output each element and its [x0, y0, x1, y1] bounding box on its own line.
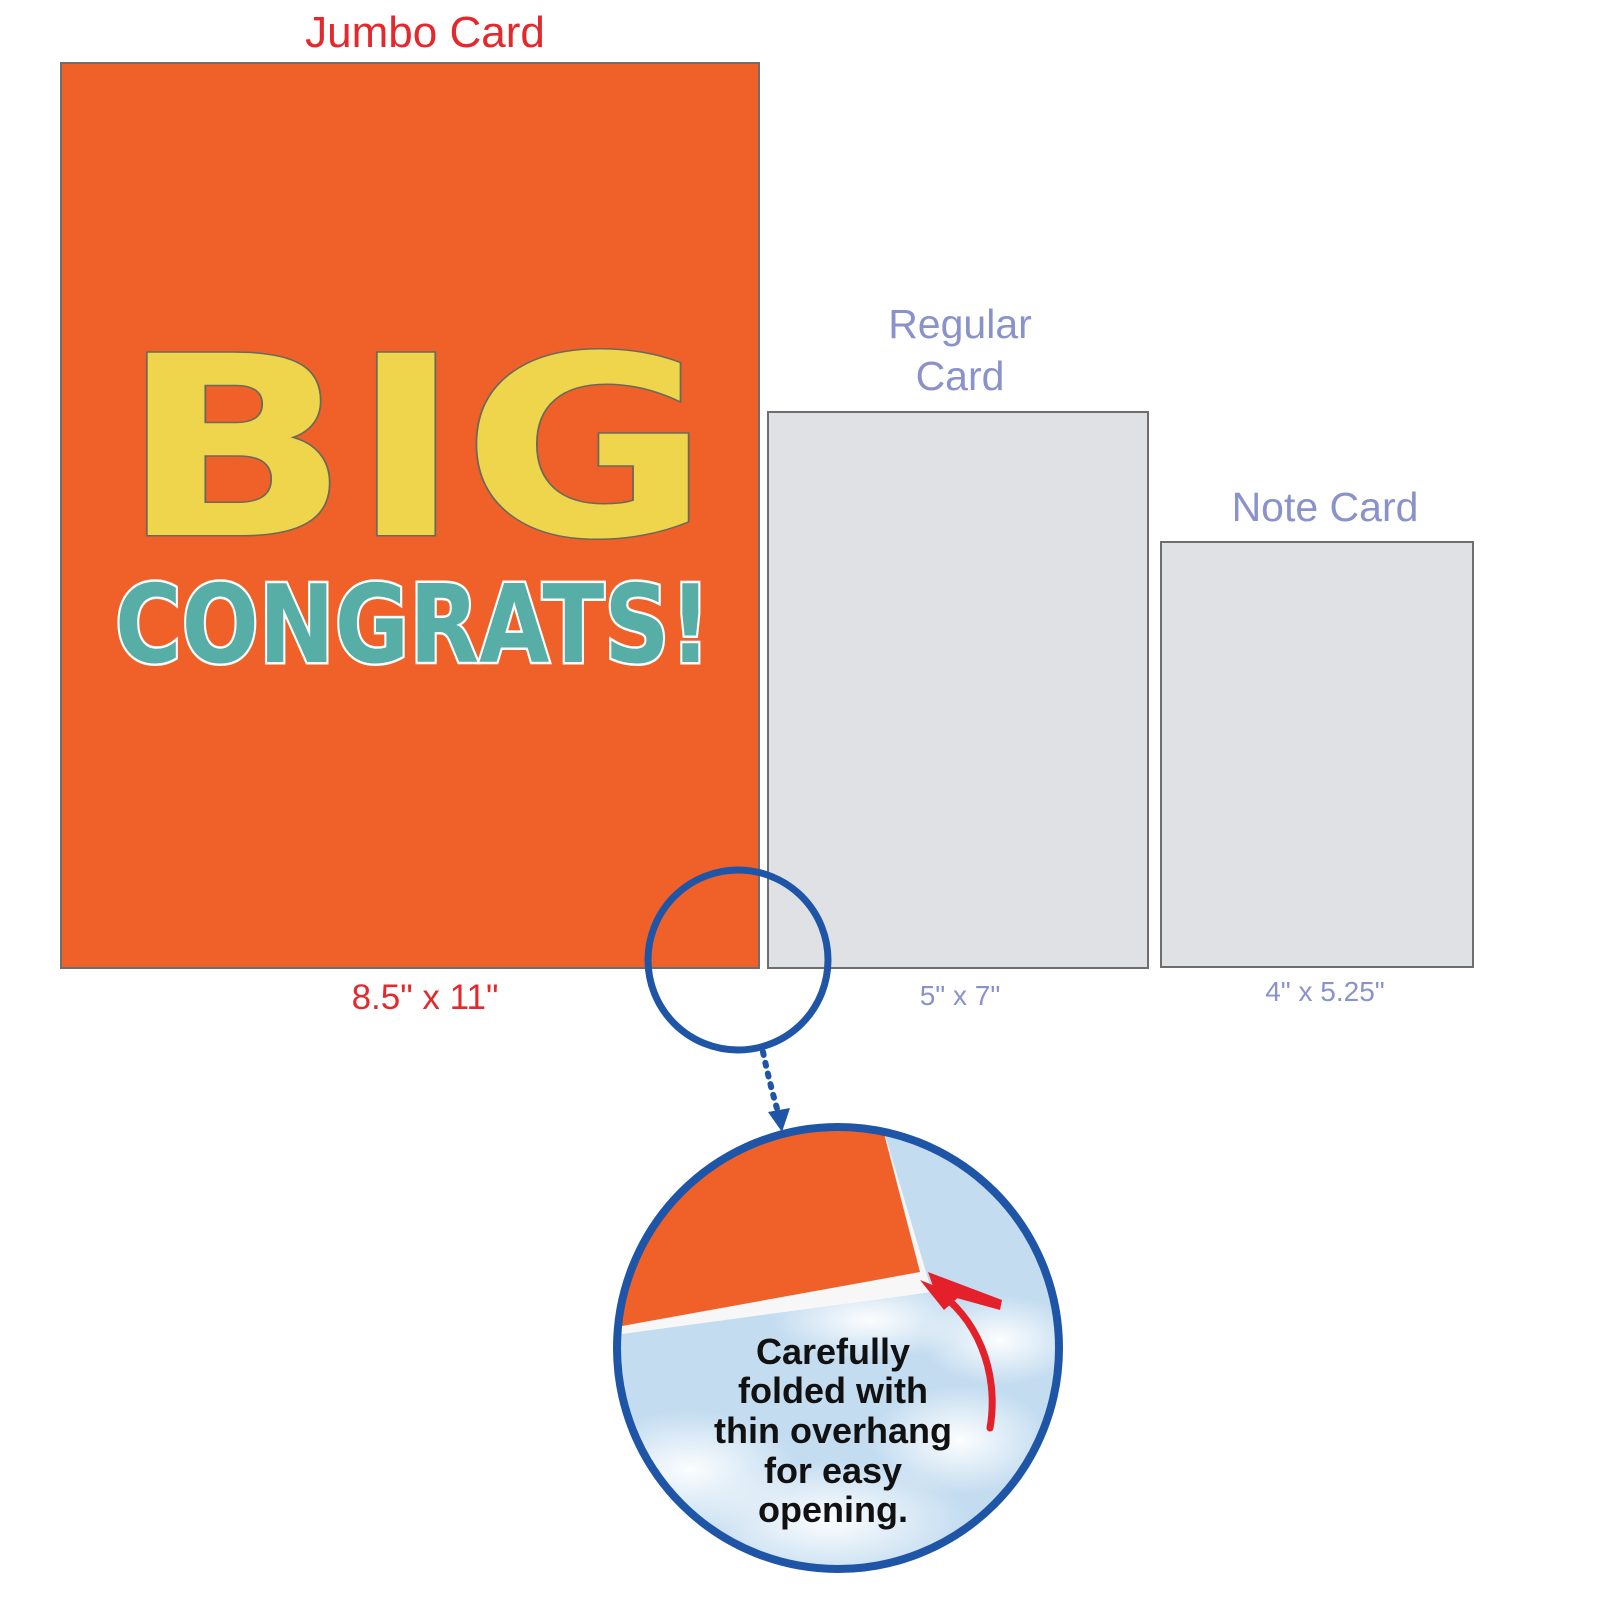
callout-line2: folded with [738, 1370, 928, 1411]
regular-card-title-line1: Regular [888, 301, 1032, 347]
note-card-size: 4" x 5.25" [1265, 976, 1385, 1007]
dotted-arrow-icon [760, 1049, 790, 1132]
callout-line1: Carefully [756, 1331, 910, 1372]
jumbo-card [60, 62, 760, 969]
big-text: BIG [120, 303, 710, 594]
jumbo-card-size: 8.5" x 11" [351, 978, 499, 1017]
note-card [1160, 541, 1474, 968]
congrats-text: CONGRATS! [115, 563, 711, 688]
magnifier-circle [644, 866, 832, 1054]
jumbo-card-title: Jumbo Card [305, 8, 545, 57]
note-card-title: Note Card [1231, 484, 1419, 530]
callout-line5: opening. [758, 1489, 908, 1530]
regular-card [767, 411, 1149, 969]
zoom-circle [613, 1123, 1063, 1573]
callout-line3: thin overhang [714, 1410, 952, 1451]
regular-card-title: Regular Card [770, 298, 1150, 402]
callout-line4: for easy [764, 1450, 902, 1491]
curved-arrow-icon [920, 1272, 1002, 1432]
regular-card-size: 5" x 7" [919, 980, 1001, 1011]
regular-card-title-line2: Card [915, 353, 1005, 399]
